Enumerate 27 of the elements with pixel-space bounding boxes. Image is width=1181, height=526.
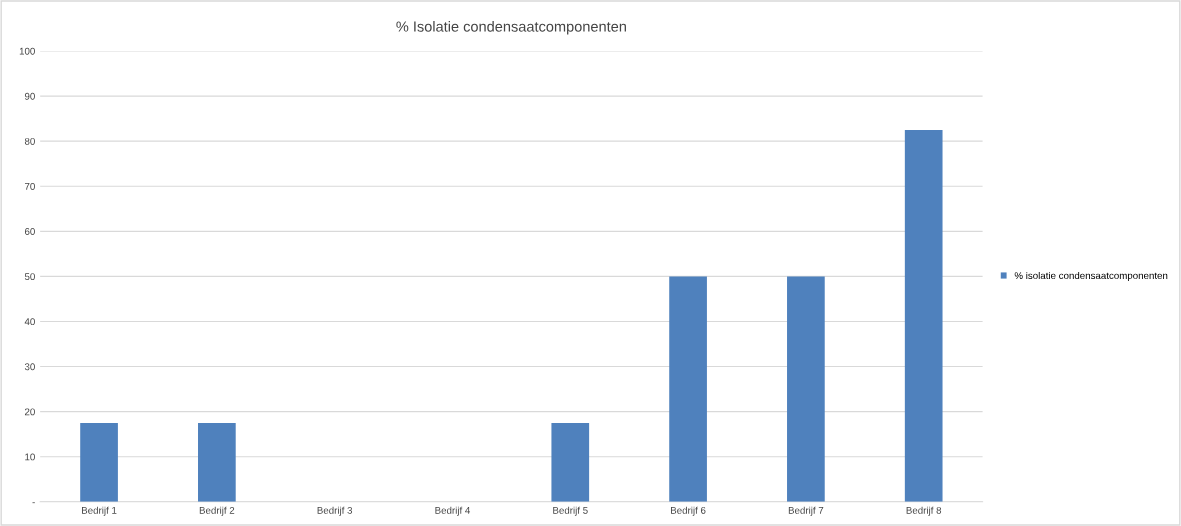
bar — [551, 422, 590, 502]
y-tick-label: 90 — [24, 92, 35, 100]
y-tick-label: 20 — [24, 408, 35, 416]
y-tick-label: 70 — [24, 182, 35, 190]
y-tick-label: 60 — [24, 228, 35, 235]
y-tick-label: 10 — [25, 453, 35, 461]
x-tick-label: Bedrijf 1 — [82, 506, 117, 516]
bar — [198, 422, 236, 502]
x-tick-label: Bedrijf 8 — [906, 506, 942, 516]
legend-label: % isolatie condensaatcomponenten — [1014, 271, 1168, 281]
y-tick-label: 40 — [24, 318, 35, 326]
bar — [904, 129, 943, 502]
y-tick-label: 80 — [24, 137, 35, 145]
y-tick-label: 30 — [24, 363, 35, 371]
bar — [669, 276, 707, 502]
x-tick-label: Bedrijf 3 — [317, 506, 353, 516]
x-tick-label: Bedrijf 2 — [199, 506, 235, 516]
x-tick-label: Bedrijf 5 — [553, 506, 588, 516]
chart-title: % Isolatie condensaatcomponenten — [396, 21, 626, 35]
bar — [787, 276, 825, 502]
y-tick-label: - — [32, 502, 35, 504]
x-tick-label: Bedrijf 7 — [788, 506, 824, 516]
y-tick-label: 100 — [19, 47, 35, 55]
bar — [80, 422, 118, 502]
y-tick-label: 50 — [24, 273, 35, 281]
x-tick-label: Bedrijf 6 — [671, 506, 706, 516]
x-tick-label: Bedrijf 4 — [435, 506, 471, 516]
